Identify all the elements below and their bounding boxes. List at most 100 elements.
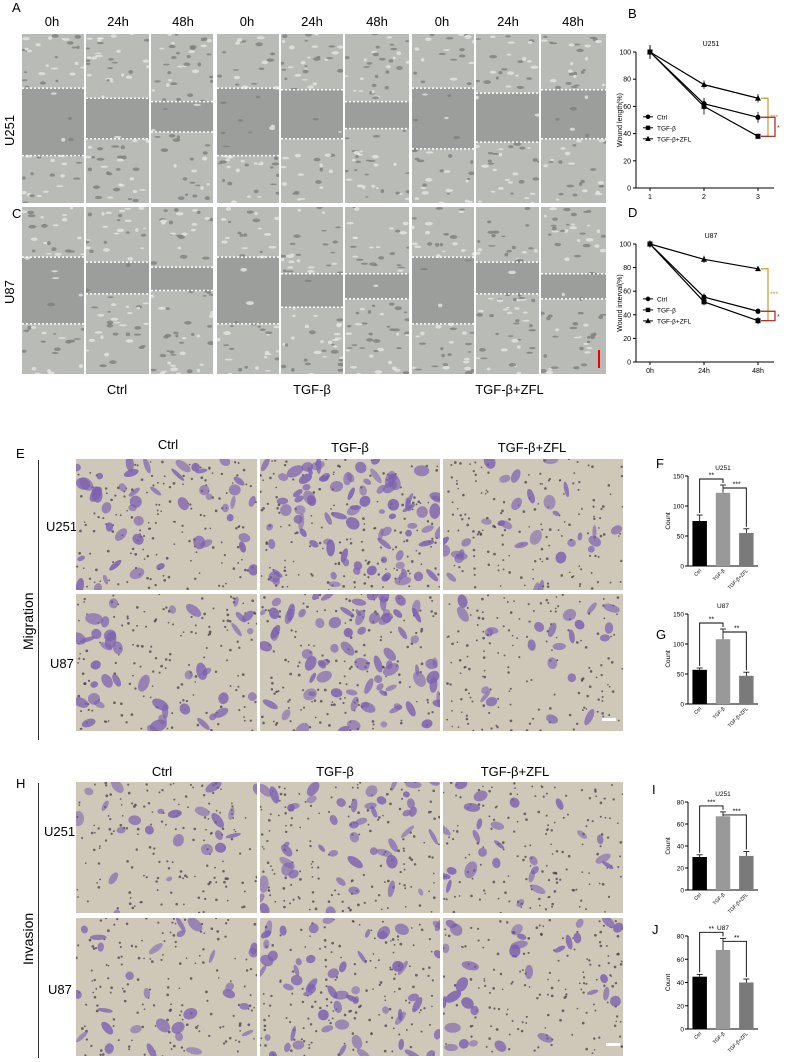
invasion-row-label-u87: U87: [48, 982, 72, 997]
migration-group-label-tgf-zfl: TGF-β+ZFL: [497, 440, 567, 455]
legend-label: Ctrl: [657, 296, 668, 303]
significance-label: ***: [733, 808, 741, 815]
chart-title: U87: [717, 603, 729, 610]
x-tick-label: 3: [756, 194, 760, 201]
y-tick-label: 20: [677, 1003, 685, 1010]
scale-bar: [606, 1043, 620, 1046]
y-tick-label: 80: [677, 800, 685, 807]
invasion-group-label-tgf-zfl: TGF-β+ZFL: [480, 764, 550, 779]
legend-marker: [645, 296, 651, 302]
panel-letter-f: F: [656, 456, 664, 471]
legend-marker: [645, 125, 651, 130]
y-axis-label: Count: [665, 837, 672, 855]
y-tick-label: 60: [623, 104, 631, 111]
invasion-row-label-u251: U251: [44, 824, 76, 839]
y-tick-label: 150: [673, 474, 684, 481]
x-tick-label: Ctrl: [693, 568, 703, 578]
data-point: [755, 114, 761, 120]
bar-chart-svg: U251 0 20 40 60 80 Count Ctrl TGF-β TGF-β+ZFL *** *…: [665, 791, 758, 915]
significance-label: **: [709, 473, 715, 480]
transwell-micrograph: [76, 782, 257, 913]
significance-bracket: [723, 631, 747, 671]
x-tick-label: TGF-β: [712, 892, 727, 907]
data-point: [755, 265, 761, 272]
transwell-micrograph: [443, 782, 623, 913]
panel-letter-a: A: [12, 0, 21, 15]
chart-title: U251: [703, 41, 720, 48]
y-axis-label: Count: [665, 650, 672, 668]
wound-micrograph: [412, 207, 474, 374]
chart-title: U251: [715, 791, 731, 798]
wound-micrograph: [476, 34, 539, 203]
y-tick-label: 150: [673, 612, 684, 619]
transwell-micrograph: [76, 918, 257, 1056]
time-header: 48h: [366, 14, 388, 29]
transwell-micrograph: [76, 594, 257, 731]
legend-marker: [645, 135, 651, 141]
wound-micrograph: [22, 207, 84, 374]
panel-letter-i: I: [652, 782, 656, 797]
transwell-micrograph: [76, 459, 257, 590]
significance-bracket: [699, 805, 724, 853]
significance-label: **: [734, 935, 740, 942]
transwell-micrograph: [260, 918, 440, 1056]
migration-group-label-tgf: TGF-β: [331, 440, 369, 455]
time-header: 0h: [239, 14, 255, 29]
significance-label: *: [777, 125, 780, 132]
data-point: [647, 48, 653, 55]
bar-chart-svg: U87 0 50 100 150 Count Ctrl TGF-β TGF-β+ZFL ** **: [665, 603, 758, 729]
wound-micrograph: [22, 34, 84, 203]
data-point: [701, 81, 707, 88]
wound-micrograph: [412, 34, 474, 203]
time-header: 24h: [497, 14, 519, 29]
time-header: 0h: [44, 14, 60, 29]
data-point: [701, 256, 707, 262]
wound-micrograph: [151, 207, 213, 374]
y-axis-label: Count: [665, 512, 672, 530]
panel-letter-g: G: [656, 627, 667, 642]
wound-group-label-tgf: TGF-β: [293, 382, 331, 397]
transwell-micrograph: [260, 782, 440, 913]
migration-row-label-u87: U87: [50, 656, 74, 671]
migration-row-label-u251: U251: [46, 519, 78, 534]
data-point: [647, 240, 653, 247]
bar-chart-svg: U87 0 20 40 60 80 Count Ctrl TGF-β TGF-β+ZFL ** **: [665, 925, 758, 1054]
panel-letter-j: J: [652, 922, 659, 937]
y-tick-label: 20: [623, 158, 631, 165]
x-tick-label: TGF-β+ZFL: [727, 706, 750, 729]
data-point: [755, 308, 761, 314]
significance-bracket: [723, 940, 747, 978]
data-point: [701, 299, 707, 305]
section-bracket-line: [38, 783, 39, 1058]
y-axis-label: Wound length(%): [617, 93, 624, 147]
significance-label: ***: [770, 292, 778, 299]
scale-bar: [602, 718, 616, 721]
wound-micrograph: [281, 34, 343, 203]
chart-i-invasion-u251: U251 0 20 40 60 80 Count Ctrl TGF-β TGF-β+ZFL *** *…: [660, 786, 780, 916]
significance-bracket: [761, 116, 776, 137]
y-tick-label: 80: [623, 77, 631, 84]
bar: [715, 816, 731, 890]
section-bracket-line: [38, 460, 39, 740]
x-tick-label: TGF-β: [712, 568, 727, 583]
significance-label: ***: [733, 482, 741, 489]
bar: [715, 492, 731, 566]
wound-micrograph: [217, 207, 279, 374]
significance-bracket: [723, 487, 747, 527]
x-tick-label: TGF-β+ZFL: [727, 568, 750, 591]
significance-bracket: [699, 478, 724, 513]
transwell-micrograph: [443, 594, 623, 731]
chart-j-invasion-u87: U87 0 20 40 60 80 Count Ctrl TGF-β TGF-β+ZFL ** **: [660, 920, 780, 1055]
invasion-group-label-ctrl: Ctrl: [151, 764, 173, 779]
invasion-group-label-tgf: TGF-β: [316, 764, 354, 779]
series-line: [649, 51, 759, 99]
y-tick-label: 40: [623, 312, 631, 319]
x-tick-label: TGF-β+ZFL: [727, 1031, 750, 1054]
y-tick-label: 100: [673, 642, 684, 649]
time-header: 24h: [301, 14, 323, 29]
y-tick-label: 20: [623, 336, 631, 343]
chart-g-migration-u87: U87 0 50 100 150 Count Ctrl TGF-β TGF-β+ZFL ** **: [660, 598, 780, 730]
legend-marker: [645, 114, 651, 120]
wound-micrograph: [151, 34, 213, 203]
legend-label: TGF-β: [657, 125, 676, 132]
